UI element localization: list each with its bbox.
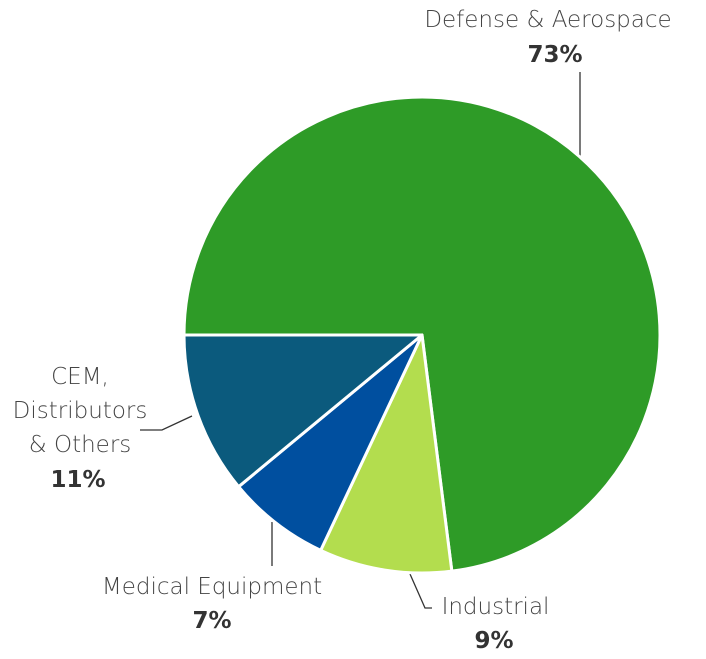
- value-label: 73%: [527, 42, 583, 68]
- slice-label: Medical Equipment: [101, 574, 323, 600]
- slice-label: CEM, Distributors & Others: [12, 364, 148, 458]
- pie-slice: [182, 333, 424, 489]
- pie-slice: [319, 333, 454, 575]
- value-label: 7%: [192, 608, 232, 634]
- slice-label: Industrial: [441, 594, 550, 620]
- leader-line: [140, 415, 193, 431]
- leader-line: [409, 573, 432, 609]
- value-label: 11%: [50, 467, 106, 493]
- value-label: 9%: [474, 628, 514, 654]
- slice-label: Defense & Aerospace: [424, 7, 672, 33]
- pie-slice: [237, 333, 424, 552]
